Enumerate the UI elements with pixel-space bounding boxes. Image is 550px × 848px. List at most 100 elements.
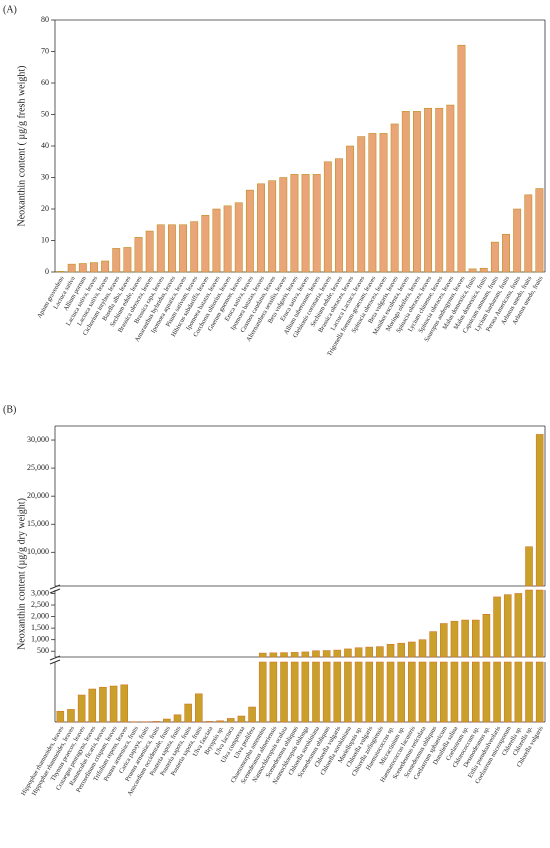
y-tick-label: 15,000 xyxy=(27,519,49,528)
y-tick-label: 40 xyxy=(41,141,49,150)
bar xyxy=(322,661,331,723)
bar xyxy=(482,661,491,723)
bar xyxy=(184,703,192,723)
bar xyxy=(226,718,235,723)
y-tick-label: 80 xyxy=(41,15,49,24)
bar xyxy=(368,133,377,273)
bar xyxy=(269,661,278,723)
bar xyxy=(408,661,416,723)
bar xyxy=(77,694,86,723)
bar xyxy=(312,650,320,658)
bar xyxy=(429,661,437,723)
bar xyxy=(78,263,87,273)
bar xyxy=(301,651,310,658)
bar xyxy=(354,661,363,723)
bar xyxy=(390,123,399,273)
y-tick-label: 1,500 xyxy=(31,623,49,632)
bar xyxy=(201,215,210,273)
axis-break xyxy=(49,659,61,665)
bar xyxy=(386,661,395,723)
bar xyxy=(365,661,374,723)
axis-break xyxy=(49,584,61,590)
bar xyxy=(280,661,288,723)
bar xyxy=(205,721,214,723)
chart-title: (B) xyxy=(3,404,16,415)
bar xyxy=(535,661,544,723)
y-tick-label: 60 xyxy=(41,78,49,87)
bar xyxy=(535,589,544,658)
bar xyxy=(245,189,254,273)
bar xyxy=(446,104,455,273)
y-tick-label: 3,000 xyxy=(31,588,49,597)
bar xyxy=(525,546,533,587)
bar xyxy=(524,194,533,273)
bar xyxy=(90,262,98,273)
bar xyxy=(168,224,176,273)
bar xyxy=(493,661,501,723)
bar xyxy=(290,661,299,723)
bar xyxy=(56,710,65,723)
bar xyxy=(424,107,432,273)
bar xyxy=(323,161,332,273)
bar xyxy=(471,661,480,723)
bar xyxy=(344,661,352,723)
bar xyxy=(109,685,118,723)
bar xyxy=(156,224,165,273)
bar xyxy=(502,233,510,273)
bar xyxy=(195,693,203,723)
bar xyxy=(258,661,267,723)
bar xyxy=(290,652,299,658)
bar xyxy=(397,661,405,723)
bar xyxy=(525,589,533,658)
bar xyxy=(290,174,299,273)
bar xyxy=(216,720,224,723)
y-tick-label: 1,000 xyxy=(31,635,49,644)
bar xyxy=(301,661,310,723)
bar xyxy=(535,188,544,273)
bar xyxy=(134,237,143,273)
y-tick-label: 10,000 xyxy=(27,547,49,556)
bar xyxy=(397,642,405,658)
bar xyxy=(279,177,288,273)
y-axis-label: Neoxanthin content (µg/g dry weight) xyxy=(16,498,27,650)
bar xyxy=(440,661,448,723)
bar xyxy=(190,221,199,273)
bar xyxy=(312,661,320,723)
bar xyxy=(248,706,256,723)
bar xyxy=(401,111,410,273)
bar xyxy=(376,646,384,658)
bar xyxy=(99,686,107,723)
bar xyxy=(418,661,427,723)
bar xyxy=(101,260,110,273)
bar xyxy=(461,661,469,723)
bar xyxy=(152,721,160,723)
bar xyxy=(365,646,374,658)
y-tick-label: 10 xyxy=(41,235,49,244)
bar xyxy=(493,596,501,658)
bar xyxy=(67,263,76,273)
bar xyxy=(413,111,421,273)
chart-title: (A) xyxy=(3,4,17,15)
y-tick-label: 25,000 xyxy=(27,463,49,472)
bar xyxy=(346,145,355,273)
bar xyxy=(354,647,363,658)
bar xyxy=(357,136,366,273)
bar xyxy=(408,641,416,658)
y-tick-label: 20,000 xyxy=(27,491,49,500)
y-tick-label: 2,000 xyxy=(31,611,49,620)
bar xyxy=(344,648,352,658)
bar xyxy=(418,639,427,658)
y-axis-label: Neoxanthin content ( µg/g fresh weight) xyxy=(16,66,27,227)
bar xyxy=(67,709,75,723)
bar xyxy=(179,224,187,273)
y-tick-label: 30,000 xyxy=(27,435,49,444)
bar xyxy=(268,180,277,273)
bar xyxy=(112,248,121,273)
y-tick-label: 20 xyxy=(41,204,49,213)
bar xyxy=(258,652,267,658)
y-tick-label: 70 xyxy=(41,46,49,55)
bar xyxy=(503,661,512,723)
bar xyxy=(120,684,129,723)
bar xyxy=(514,593,523,658)
axis-break xyxy=(49,588,61,594)
